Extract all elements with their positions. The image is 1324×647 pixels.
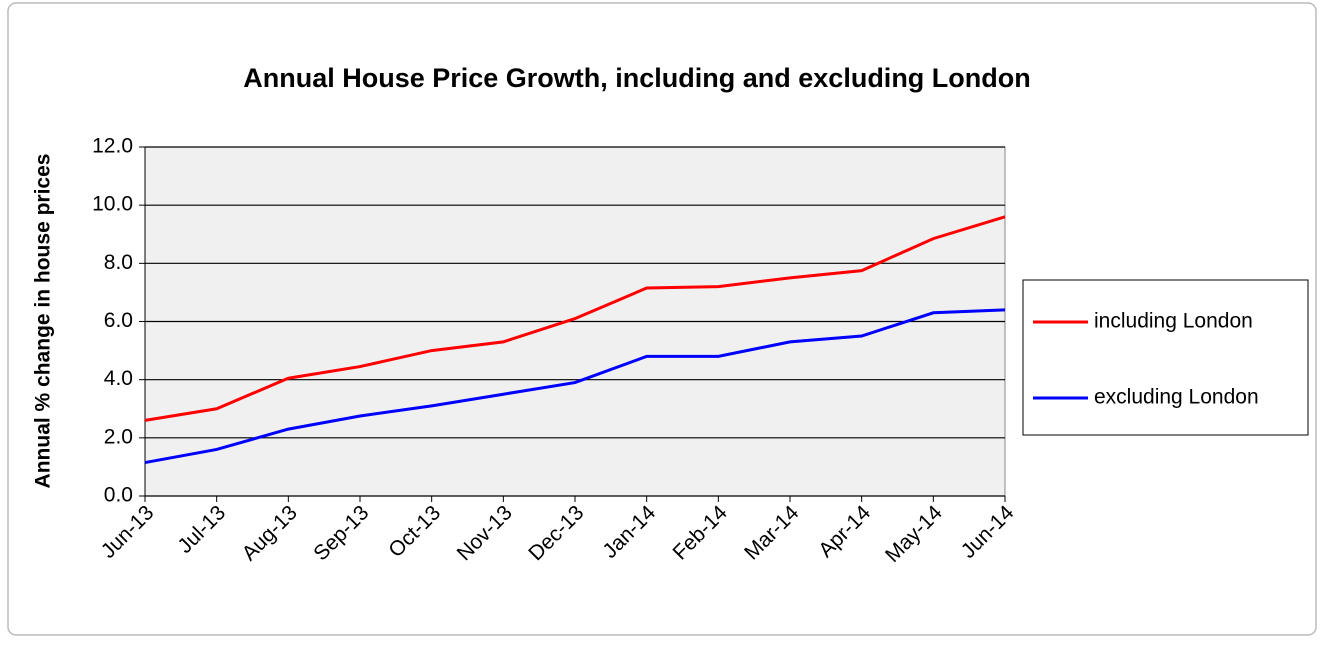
y-tick-label: 0.0 xyxy=(104,484,133,507)
y-tick-label: 8.0 xyxy=(104,251,133,274)
chart-title: Annual House Price Growth, including and… xyxy=(243,63,1031,93)
y-tick-label: 4.0 xyxy=(104,367,133,390)
line-series xyxy=(144,215,1006,422)
legend-label: excluding London xyxy=(1094,386,1259,409)
y-tick-label: 10.0 xyxy=(92,193,133,216)
y-tick-label: 2.0 xyxy=(104,425,133,448)
y-tick-label: 12.0 xyxy=(92,135,133,158)
line-series xyxy=(144,308,1006,465)
y-tick-label: 6.0 xyxy=(104,309,133,332)
legend-label: including London xyxy=(1094,310,1253,333)
y-axis-label: Annual % change in house prices xyxy=(32,154,55,489)
legend xyxy=(1022,279,1309,436)
